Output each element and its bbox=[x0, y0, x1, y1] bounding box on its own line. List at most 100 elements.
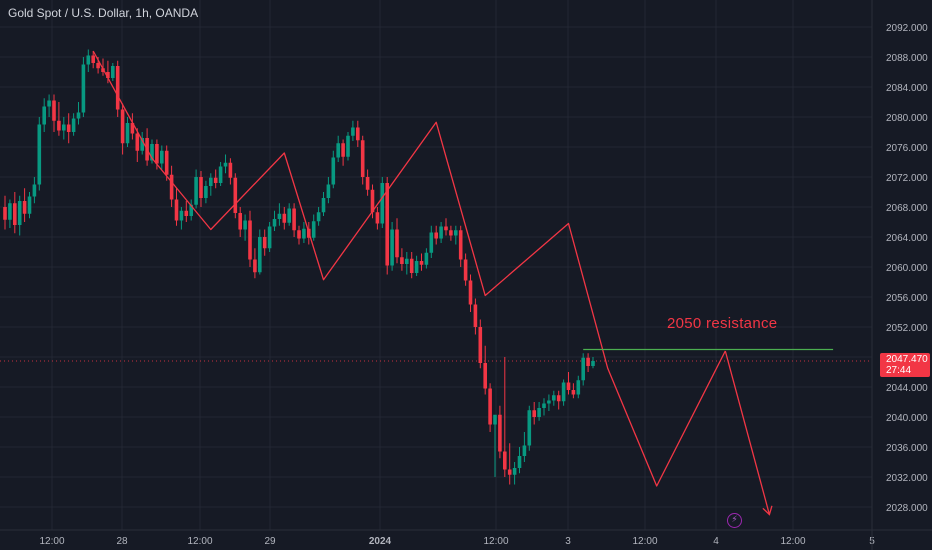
candle-body bbox=[164, 150, 169, 175]
candle-body bbox=[517, 456, 522, 468]
candle-body bbox=[106, 72, 110, 78]
candle-body bbox=[561, 382, 566, 402]
candle-body bbox=[17, 201, 22, 225]
candle-body bbox=[552, 395, 556, 401]
candle-body bbox=[439, 226, 443, 239]
candle-body bbox=[262, 237, 267, 249]
y-tick-label: 2072.000 bbox=[886, 173, 928, 184]
candle-body bbox=[76, 112, 81, 119]
candle-body bbox=[253, 259, 257, 273]
candle-body bbox=[115, 66, 120, 110]
candle-body bbox=[228, 162, 233, 178]
x-tick-label: 12:00 bbox=[780, 536, 805, 547]
candle-body bbox=[547, 400, 551, 404]
candle-body bbox=[57, 120, 61, 131]
candle-body bbox=[13, 203, 17, 225]
candle-body bbox=[71, 118, 76, 132]
candle-body bbox=[512, 468, 517, 475]
y-tick-label: 2032.000 bbox=[886, 473, 928, 484]
candle-body bbox=[576, 380, 581, 395]
candle-body bbox=[375, 212, 380, 224]
y-tick-label: 2056.000 bbox=[886, 293, 928, 304]
candle-body bbox=[32, 184, 37, 197]
candle-body bbox=[130, 123, 135, 134]
candle-body bbox=[42, 106, 46, 125]
candle-body bbox=[356, 127, 360, 141]
candle-body bbox=[336, 143, 340, 158]
x-tick-label: 12:00 bbox=[39, 536, 64, 547]
candle-body bbox=[135, 133, 140, 151]
x-tick-label: 2024 bbox=[369, 536, 392, 547]
candle-body bbox=[434, 232, 438, 239]
candle-body bbox=[483, 363, 487, 389]
candle-body bbox=[272, 219, 277, 227]
candle-body bbox=[370, 189, 375, 213]
candle-body bbox=[169, 174, 174, 200]
candle-body bbox=[37, 124, 42, 185]
candle-body bbox=[302, 228, 306, 239]
candle-body bbox=[47, 100, 51, 107]
candle-body bbox=[282, 213, 287, 223]
candle-body bbox=[248, 220, 252, 260]
candle-body bbox=[184, 210, 189, 216]
candle-body bbox=[400, 257, 404, 264]
candle-body bbox=[414, 261, 419, 273]
candle-body bbox=[111, 66, 115, 78]
candle-body bbox=[458, 230, 463, 260]
candle-body bbox=[360, 140, 365, 177]
x-tick-label: 12:00 bbox=[632, 536, 657, 547]
candle-body bbox=[22, 201, 27, 214]
candle-body bbox=[209, 177, 213, 186]
candle-body bbox=[493, 414, 497, 425]
candle-body bbox=[267, 226, 272, 249]
candle-body bbox=[120, 109, 125, 144]
candle-body bbox=[297, 230, 301, 239]
x-tick-label: 12:00 bbox=[483, 536, 508, 547]
candle-body bbox=[532, 410, 536, 417]
candle-body bbox=[96, 63, 100, 69]
candles bbox=[3, 49, 595, 485]
y-tick-label: 2040.000 bbox=[886, 413, 928, 424]
candle-body bbox=[527, 410, 532, 446]
candle-body bbox=[155, 144, 159, 164]
candle-body bbox=[27, 196, 32, 214]
candle-body bbox=[390, 229, 394, 266]
candle-body bbox=[449, 230, 453, 236]
current-price-value: 2047.470 bbox=[886, 354, 928, 365]
candle-body bbox=[341, 143, 345, 157]
candle-body bbox=[395, 229, 399, 258]
projection-arrowhead bbox=[762, 505, 773, 516]
candle-body bbox=[591, 360, 595, 366]
candle-body bbox=[238, 213, 242, 230]
candle-body bbox=[463, 259, 468, 281]
lightning-icon[interactable]: ⚡ bbox=[727, 513, 742, 528]
current-price-badge: 2047.470 27:44 bbox=[880, 353, 930, 377]
y-tick-label: 2044.000 bbox=[886, 383, 928, 394]
candle-body bbox=[316, 212, 321, 222]
y-tick-label: 2088.000 bbox=[886, 53, 928, 64]
candle-body bbox=[91, 55, 95, 63]
y-tick-label: 2084.000 bbox=[886, 83, 928, 94]
candle-body bbox=[473, 304, 478, 327]
candle-body bbox=[444, 226, 448, 231]
grid bbox=[0, 0, 873, 530]
candle-body bbox=[405, 258, 409, 264]
candle-body bbox=[498, 414, 502, 452]
candle-body bbox=[346, 135, 350, 157]
candle-body bbox=[478, 327, 483, 363]
y-tick-label: 2036.000 bbox=[886, 443, 928, 454]
candle-body bbox=[150, 144, 154, 161]
candle-body bbox=[581, 357, 585, 381]
candle-body bbox=[537, 408, 541, 417]
candle-body bbox=[140, 138, 144, 151]
y-tick-label: 2052.000 bbox=[886, 323, 928, 334]
zigzag-trendline bbox=[92, 50, 726, 487]
resistance-label[interactable]: 2050 resistance bbox=[667, 315, 778, 332]
candle-body bbox=[213, 177, 218, 183]
y-tick-label: 2060.000 bbox=[886, 263, 928, 274]
candle-body bbox=[52, 100, 56, 121]
candle-body bbox=[522, 445, 527, 456]
candle-body bbox=[542, 403, 546, 408]
